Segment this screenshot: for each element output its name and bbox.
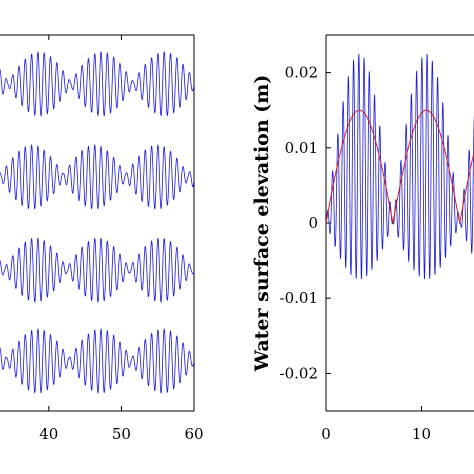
left-traces — [0, 51, 194, 394]
left-plot-frame — [0, 34, 195, 412]
right-y-ticks: 0.02 0.01 0 -0.01 -0.02 — [280, 64, 331, 382]
left-x-tick-label: 60 — [184, 425, 203, 443]
left-wave-series — [0, 328, 194, 394]
left-x-tick-label: 40 — [39, 425, 58, 443]
right-traces — [326, 53, 474, 280]
right-y-tick-label: -0.01 — [280, 289, 318, 307]
right-panel: Water surface elevation (m) 0.02 0.01 0 -0.… — [251, 34, 474, 443]
right-envelope-series — [326, 109, 474, 224]
right-y-tick-label: -0.02 — [280, 364, 318, 382]
right-x-tick-label: 10 — [412, 425, 431, 443]
right-wave-series — [326, 53, 474, 280]
left-wave-series — [0, 237, 194, 303]
right-y-tick-label: 0 — [308, 214, 318, 232]
left-wave-series — [0, 144, 194, 210]
right-x-tick-label: 0 — [321, 425, 331, 443]
right-y-tick-label: 0.02 — [285, 64, 318, 82]
right-y-axis-title: Water surface elevation (m) — [251, 75, 273, 373]
left-x-tick-label: 50 — [112, 425, 131, 443]
left-x-ticks: 40 50 60 — [39, 35, 204, 443]
right-y-tick-label: 0.01 — [285, 139, 318, 157]
left-panel: 40 50 60 — [0, 34, 204, 443]
left-wave-series — [0, 51, 194, 117]
right-x-ticks: 0 10 — [321, 406, 431, 443]
